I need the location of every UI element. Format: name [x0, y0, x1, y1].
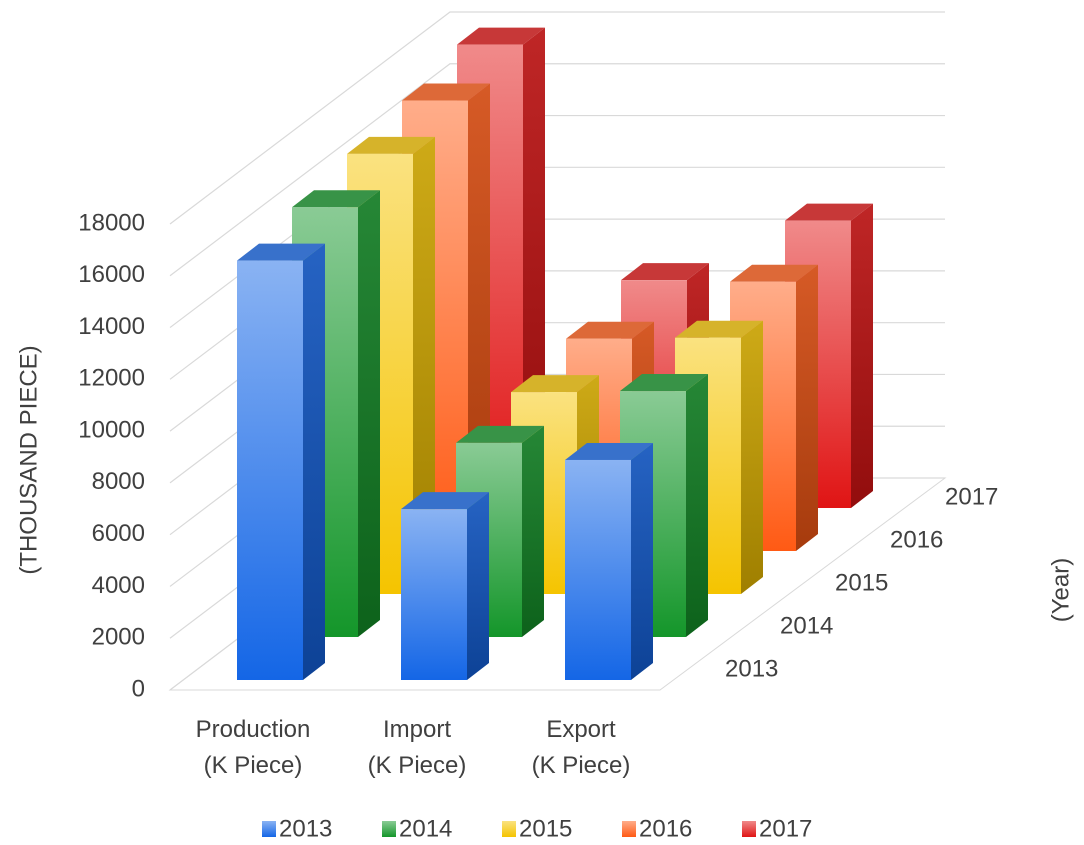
y-tick-label: 0 [132, 675, 145, 702]
bar-top [511, 375, 599, 393]
bar-side [741, 320, 763, 594]
bar [237, 243, 325, 680]
z-tick-label: 2016 [890, 526, 943, 553]
y-tick-label: 10000 [78, 416, 145, 443]
legend-swatch [382, 821, 396, 837]
bar-top [621, 263, 709, 281]
legend-label: 2017 [759, 815, 812, 842]
bar-side [686, 374, 708, 637]
bar-top [292, 190, 380, 208]
z-axis-title: (Year) [1047, 558, 1074, 622]
bar-side [851, 203, 873, 508]
legend-swatch [622, 821, 636, 837]
x-tick-label: Import (K Piece) [367, 716, 467, 779]
y-tick-label: 4000 [92, 572, 145, 599]
bar-side [467, 492, 489, 680]
bar-top [785, 203, 873, 221]
bar-top [675, 320, 763, 338]
bar-front [565, 459, 631, 680]
bar-side [303, 243, 325, 680]
x-tick-label: Production (K Piece) [195, 716, 311, 779]
bar-top [402, 83, 490, 101]
legend-label: 2013 [279, 815, 332, 842]
y-tick-label: 12000 [78, 365, 145, 392]
bar-top [347, 136, 435, 154]
bar-side [631, 442, 653, 680]
y-tick-label: 16000 [78, 261, 145, 288]
y-tick-label: 2000 [92, 624, 145, 651]
bar-side [522, 425, 544, 637]
y-tick-label: 8000 [92, 468, 145, 495]
bar-top [620, 374, 708, 392]
bar-front [401, 509, 467, 680]
bar-top [457, 27, 545, 45]
legend-swatch [262, 821, 276, 837]
y-tick-label: 6000 [92, 520, 145, 547]
bar-top [566, 321, 654, 339]
legend-label: 2014 [399, 815, 452, 842]
y-axis-title: (THOUSAND PIECE) [15, 345, 42, 574]
y-tick-label: 14000 [78, 313, 145, 340]
bar-top [456, 425, 544, 443]
legend-swatch [502, 821, 516, 837]
bar-top [730, 264, 818, 282]
x-tick-label: Export (K Piece) [531, 716, 631, 779]
legend-label: 2015 [519, 815, 572, 842]
bar-side [796, 264, 818, 551]
bar-top [565, 442, 653, 460]
bar [401, 492, 489, 680]
bar-side [358, 190, 380, 637]
z-tick-label: 2017 [945, 483, 998, 510]
bar-front [237, 260, 303, 680]
grid-line [169, 63, 945, 277]
z-tick-label: 2015 [835, 569, 888, 596]
bar-top [401, 492, 489, 510]
legend-swatch [742, 821, 756, 837]
z-tick-label: 2014 [780, 612, 833, 639]
bar-top [237, 243, 325, 261]
bar [565, 442, 653, 680]
y-tick-label: 18000 [78, 209, 145, 236]
z-tick-label: 2013 [725, 655, 778, 682]
bar-side [413, 136, 435, 594]
grid-line [169, 11, 945, 225]
legend-label: 2016 [639, 815, 692, 842]
